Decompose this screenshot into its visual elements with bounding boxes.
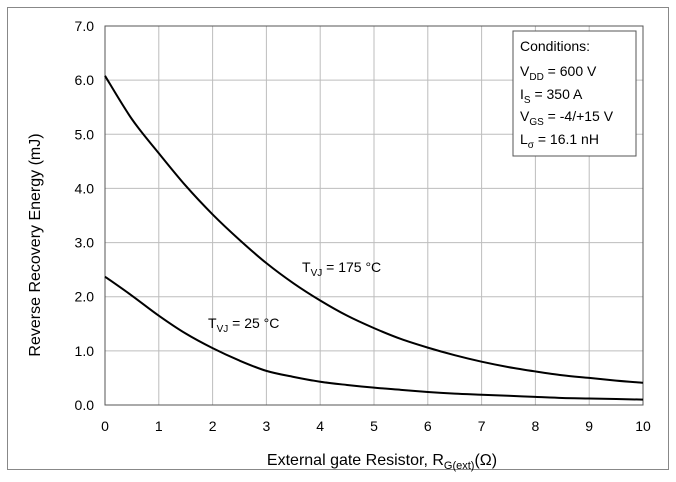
y-tick-label: 3.0 [75, 235, 95, 251]
condition-vgs: VGS = -4/+15 V [520, 108, 614, 128]
series-line-25c [104, 275, 644, 401]
y-axis-label: Reverse Recovery Energy (mJ) [27, 133, 44, 356]
y-tick-label: 4.0 [75, 180, 95, 196]
condition-is: IS = 350 A [520, 86, 583, 106]
plot-area-border [104, 25, 644, 406]
conditions-box-frame [512, 30, 637, 157]
x-tick-label: 7 [478, 418, 486, 434]
x-tick-label: 1 [155, 418, 163, 434]
tick-labels: 0 1 2 3 4 5 6 7 8 9 10 0.0 1.0 2.0 3.0 4.0 5.0 6.0 7.0 [75, 18, 651, 434]
y-tick-label: 1.0 [75, 343, 95, 359]
x-tick-label: 3 [263, 418, 271, 434]
x-tick-label: 4 [316, 418, 324, 434]
y-tick-label: 6.0 [75, 72, 95, 88]
x-tick-label: 10 [635, 418, 651, 434]
conditions-box: Conditions: VDD = 600 V IS = 350 A VGS =… [512, 30, 637, 157]
y-tick-label: 0.0 [75, 397, 95, 413]
series-layer [104, 75, 644, 401]
x-tick-label: 8 [532, 418, 540, 434]
x-axis-label: External gate Resistor, RG(ext)(Ω) [267, 452, 497, 472]
series-label-25c: TVJ = 25 °C [208, 315, 279, 335]
y-tick-label: 7.0 [75, 18, 95, 34]
x-tick-label: 2 [209, 418, 217, 434]
series-line-175c [104, 75, 644, 384]
x-tick-label: 9 [585, 418, 593, 434]
condition-lsigma: Lσ = 16.1 nH [520, 131, 599, 151]
x-tick-label: 6 [424, 418, 432, 434]
series-label-175c: TVJ = 175 °C [302, 259, 381, 279]
condition-vdd: VDD = 600 V [520, 63, 597, 83]
x-tick-label: 5 [370, 418, 378, 434]
conditions-title: Conditions: [520, 38, 590, 54]
y-tick-label: 5.0 [75, 126, 95, 142]
x-tick-label: 0 [101, 418, 109, 434]
y-tick-label: 2.0 [75, 289, 95, 305]
